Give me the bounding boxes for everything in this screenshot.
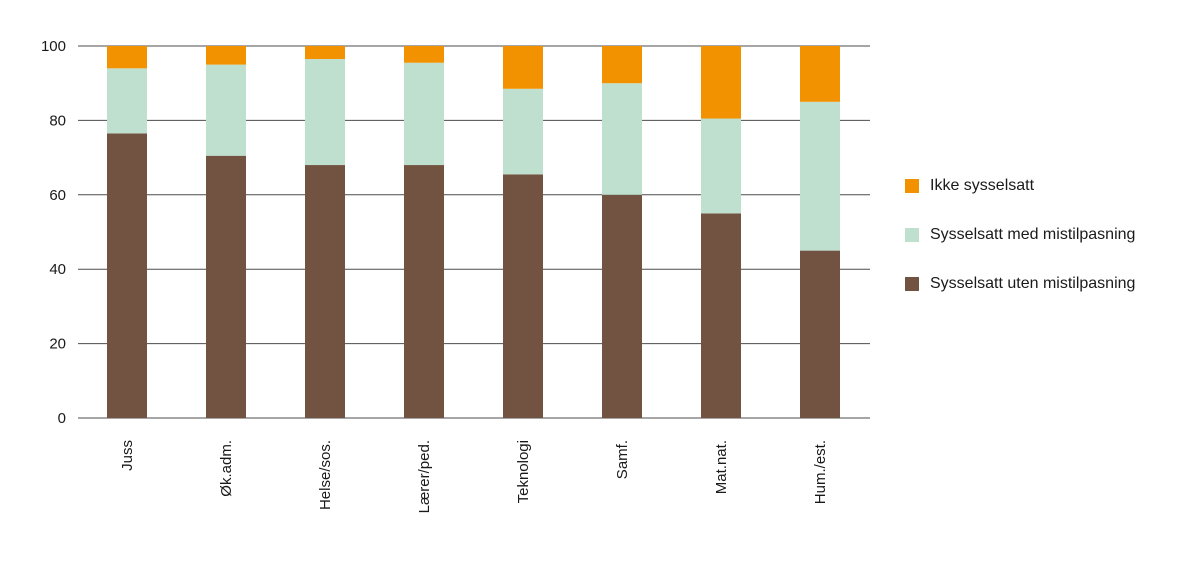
bar-segment <box>404 46 444 63</box>
bar-segment <box>701 46 741 119</box>
legend-item-sysselsatt-uten-mistilpasning: Sysselsatt uten mistilpasning <box>905 273 1135 295</box>
y-tick-label: 40 <box>49 261 66 278</box>
bar-segment <box>503 46 543 89</box>
bar-segment <box>107 133 147 419</box>
bar-segment <box>305 46 345 60</box>
bar-segment <box>701 118 741 214</box>
legend-label: Sysselsatt uten mistilpasning <box>930 275 1136 292</box>
x-category-label: Samf. <box>614 440 631 479</box>
bar-segment <box>800 250 840 418</box>
x-category-label: Øk.adm. <box>218 440 235 497</box>
x-category-label: Lærer/ped. <box>416 440 433 513</box>
x-category-label: Hum./est. <box>812 440 829 504</box>
x-category-label: Teknologi <box>515 440 532 503</box>
bar-segment <box>701 213 741 418</box>
bar-segment <box>602 194 642 418</box>
legend: Ikke sysselsatt Sysselsatt med mistilpas… <box>905 175 1135 322</box>
bar-segment <box>503 88 543 175</box>
bar-segment <box>206 46 246 65</box>
legend-item-ikke-sysselsatt: Ikke sysselsatt <box>905 175 1135 197</box>
legend-swatch <box>905 228 919 242</box>
x-axis-labels: Juss Øk.adm. Helse/sos. Lærer/ped. Teknologi… <box>119 440 829 513</box>
bar-segment <box>800 46 840 102</box>
x-category-label: Juss <box>119 440 136 471</box>
bar-segment <box>206 64 246 156</box>
bar-segment <box>602 46 642 84</box>
bar-segment <box>305 59 345 166</box>
y-tick-label: 80 <box>49 112 66 129</box>
legend-swatch <box>905 179 919 193</box>
y-tick-label: 0 <box>58 410 66 427</box>
bar-segment <box>107 68 147 134</box>
bar-segment <box>305 165 345 418</box>
bar-segment <box>206 155 246 419</box>
bar-segment <box>503 174 543 418</box>
bars <box>107 46 840 419</box>
legend-label: Sysselsatt med mistilpasning <box>930 226 1136 243</box>
y-tick-label: 100 <box>41 38 66 55</box>
y-axis-ticks: 0 20 40 60 80 100 <box>41 38 66 427</box>
y-tick-label: 60 <box>49 187 66 204</box>
x-category-label: Helse/sos. <box>317 440 334 510</box>
bar-segment <box>602 83 642 195</box>
bar-segment <box>404 165 444 418</box>
legend-label: Ikke sysselsatt <box>930 177 1035 194</box>
gridlines <box>78 45 870 419</box>
bar-segment <box>107 46 147 69</box>
legend-swatch <box>905 277 919 291</box>
bar-segment <box>800 101 840 251</box>
x-category-label: Mat.nat. <box>713 440 730 494</box>
y-tick-label: 20 <box>49 336 66 353</box>
legend-item-sysselsatt-med-mistilpasning: Sysselsatt med mistilpasning <box>905 224 1135 246</box>
bar-segment <box>404 62 444 166</box>
